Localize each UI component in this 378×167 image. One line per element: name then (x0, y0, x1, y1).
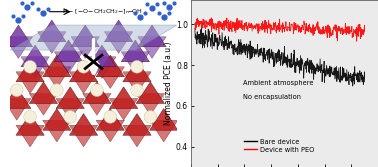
Polygon shape (88, 57, 116, 78)
Circle shape (51, 84, 63, 97)
Polygon shape (69, 114, 98, 135)
Polygon shape (83, 94, 111, 115)
Polygon shape (29, 94, 58, 115)
Bare device (293, 71, 297, 73)
Circle shape (24, 111, 36, 123)
Polygon shape (54, 40, 83, 62)
Device with PEO (321, 32, 325, 34)
Polygon shape (138, 37, 166, 58)
Polygon shape (69, 60, 98, 82)
Line: Device with PEO: Device with PEO (195, 18, 365, 41)
Polygon shape (56, 99, 84, 120)
Polygon shape (21, 57, 49, 78)
Polygon shape (121, 52, 150, 73)
Polygon shape (16, 72, 44, 94)
Polygon shape (56, 87, 84, 109)
Device with PEO (209, 17, 214, 19)
Polygon shape (96, 55, 124, 77)
Polygon shape (54, 52, 83, 73)
Polygon shape (138, 25, 166, 47)
Bare device (321, 73, 325, 75)
Polygon shape (83, 82, 111, 104)
Polygon shape (96, 120, 124, 142)
Device with PEO (270, 29, 274, 31)
Device with PEO (193, 22, 197, 24)
Text: No encapsulation: No encapsulation (243, 94, 301, 100)
Polygon shape (109, 87, 138, 109)
Polygon shape (43, 67, 71, 89)
Device with PEO (355, 40, 359, 42)
Bare device (350, 85, 355, 87)
Polygon shape (3, 87, 31, 109)
Polygon shape (123, 125, 151, 147)
Bare device (270, 49, 274, 51)
Polygon shape (121, 40, 150, 62)
Polygon shape (16, 114, 44, 135)
Text: Ambient atmosphere: Ambient atmosphere (243, 80, 314, 86)
Polygon shape (69, 125, 98, 147)
Y-axis label: Normalized PCE (a.u.): Normalized PCE (a.u.) (164, 42, 173, 125)
Polygon shape (136, 94, 164, 115)
Circle shape (64, 111, 76, 123)
Polygon shape (21, 45, 49, 67)
Circle shape (104, 111, 116, 123)
Device with PEO (306, 31, 311, 33)
Legend: Bare device, Device with PEO: Bare device, Device with PEO (241, 136, 317, 155)
Circle shape (144, 111, 157, 123)
Circle shape (11, 84, 23, 97)
Bare device (236, 41, 241, 43)
Polygon shape (96, 109, 124, 130)
Device with PEO (363, 30, 367, 32)
Bare device (363, 81, 367, 83)
Circle shape (77, 60, 90, 73)
Device with PEO (293, 27, 297, 29)
Bare device (193, 27, 197, 29)
Circle shape (24, 60, 36, 73)
Polygon shape (4, 25, 33, 47)
Polygon shape (38, 20, 66, 42)
Circle shape (131, 84, 143, 97)
Polygon shape (123, 60, 151, 82)
Polygon shape (38, 32, 66, 53)
Polygon shape (71, 37, 99, 58)
Polygon shape (3, 99, 31, 120)
Polygon shape (16, 125, 44, 147)
Polygon shape (150, 120, 178, 142)
Polygon shape (123, 72, 151, 94)
Polygon shape (150, 109, 178, 130)
Polygon shape (43, 55, 71, 77)
Polygon shape (29, 82, 58, 104)
Polygon shape (4, 37, 33, 58)
Bare device (306, 65, 310, 67)
Polygon shape (10, 25, 177, 50)
Device with PEO (237, 20, 241, 22)
Polygon shape (123, 114, 151, 135)
Polygon shape (71, 25, 99, 47)
Polygon shape (88, 45, 116, 67)
Polygon shape (104, 20, 133, 42)
Polygon shape (96, 67, 124, 89)
Circle shape (131, 60, 143, 73)
Circle shape (91, 84, 103, 97)
Device with PEO (223, 19, 228, 21)
Polygon shape (43, 120, 71, 142)
Polygon shape (16, 60, 44, 82)
Line: Bare device: Bare device (195, 28, 365, 86)
Bare device (223, 36, 227, 38)
Polygon shape (136, 82, 164, 104)
Polygon shape (104, 32, 133, 53)
Polygon shape (109, 99, 138, 120)
Polygon shape (69, 72, 98, 94)
Polygon shape (43, 109, 71, 130)
Text: $\rm H-[\!-\!O\!-\!CH_2CH_2\!-\!]_n\!\!-\!\!OH$: $\rm H-[\!-\!O\!-\!CH_2CH_2\!-\!]_n\!\!-… (62, 7, 142, 16)
